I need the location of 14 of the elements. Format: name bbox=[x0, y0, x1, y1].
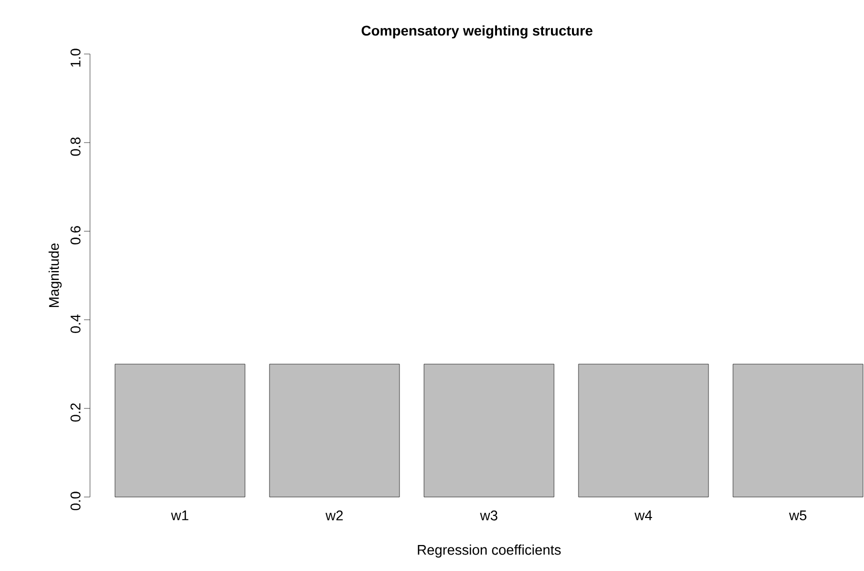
x-tick-label: w5 bbox=[789, 510, 806, 520]
y-tick-label: 0.4 bbox=[70, 314, 80, 333]
y-tick-label: 0.0 bbox=[70, 492, 80, 510]
y-tick-label: 0.6 bbox=[70, 226, 80, 244]
x-tick-label: w4 bbox=[634, 510, 652, 520]
x-tick-label: w2 bbox=[326, 510, 343, 520]
x-axis-title: Regression coefficients bbox=[418, 544, 561, 558]
y-tick-label: 0.8 bbox=[70, 137, 80, 156]
y-tick-label: 1.0 bbox=[70, 48, 80, 67]
x-tick-label: w3 bbox=[480, 510, 498, 520]
y-axis-title: Magnitude bbox=[48, 243, 62, 308]
y-tick-label: 0.2 bbox=[70, 403, 80, 422]
x-tick-label: w1 bbox=[171, 510, 188, 520]
chart-title: Compensatory weighting structure bbox=[362, 25, 592, 38]
